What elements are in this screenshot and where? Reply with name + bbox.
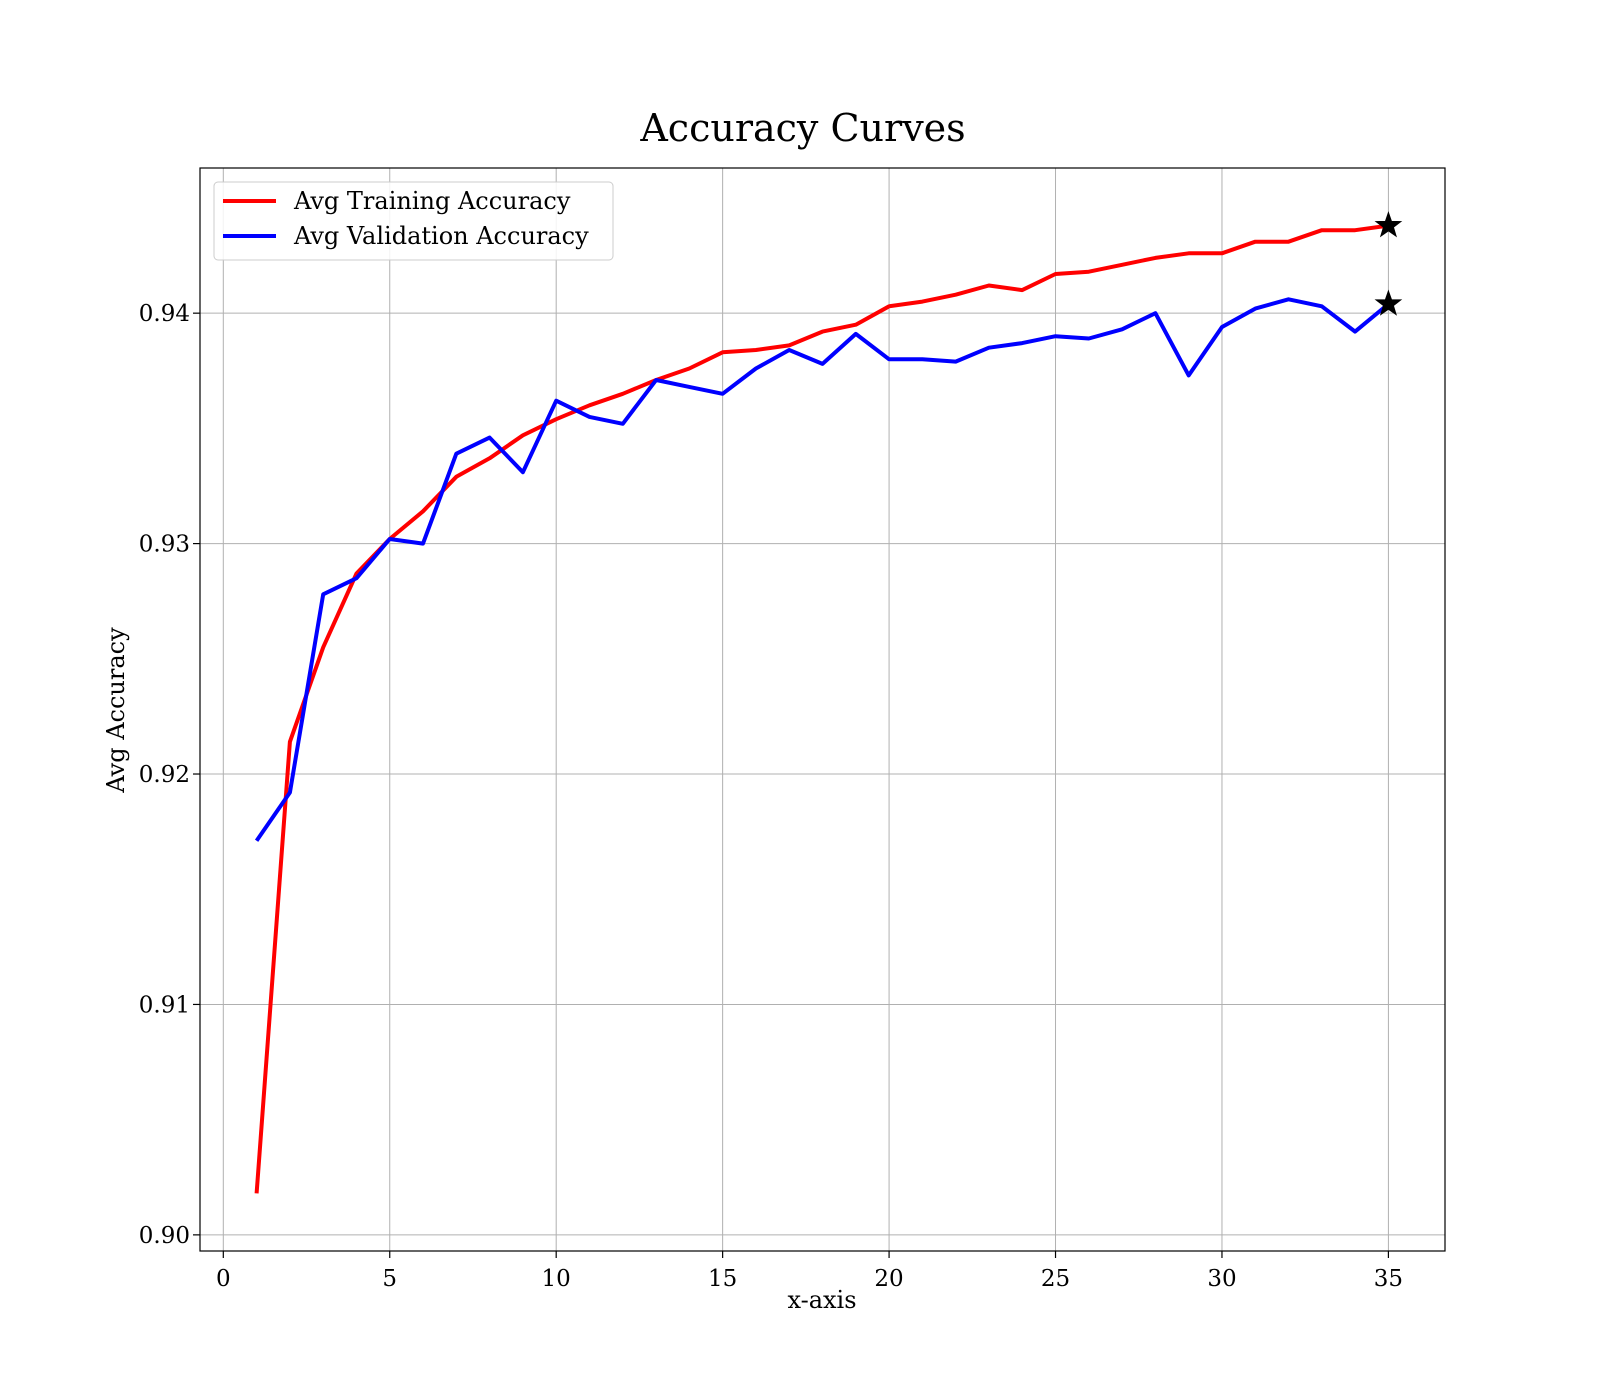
y-tick-label-1: 0.91	[139, 992, 190, 1018]
x-axis-label: x-axis	[787, 1286, 856, 1314]
y-tick-label-4: 0.94	[139, 301, 190, 327]
x-tick-label-35: 35	[1374, 1266, 1403, 1292]
legend-label-validation: Avg Validation Accuracy	[293, 222, 589, 250]
series-line-validation	[254, 297, 1390, 842]
plot-frame	[199, 167, 1446, 1252]
series-line-training	[254, 223, 1389, 1194]
x-tick-label-25: 25	[1041, 1266, 1070, 1292]
series-lines	[254, 223, 1390, 1194]
x-tick-label-10: 10	[542, 1266, 571, 1292]
legend-box	[213, 181, 614, 261]
legend-label-training: Avg Training Accuracy	[293, 187, 571, 215]
chart-title: Accuracy Curves	[639, 106, 965, 150]
x-tick-label-20: 20	[874, 1266, 903, 1292]
y-ticks: 0.90 0.91 0.92 0.93 0.94	[139, 301, 200, 1249]
y-axis-label: Avg Accuracy	[102, 627, 130, 794]
best-marker-validation	[1374, 289, 1403, 316]
legend: Avg Training Accuracy Avg Validation Acc…	[213, 181, 614, 261]
x-tick-label-30: 30	[1207, 1266, 1236, 1292]
x-ticks: 0 5 10 15 20 25 30 35	[216, 1251, 1403, 1292]
y-tick-label-3: 0.93	[139, 532, 190, 558]
grid-lines	[200, 168, 1445, 1251]
best-marker-training	[1374, 211, 1403, 238]
best-markers	[1374, 211, 1403, 316]
y-tick-label-2: 0.92	[139, 762, 190, 788]
x-tick-label-15: 15	[708, 1266, 737, 1292]
x-tick-label-0: 0	[216, 1266, 231, 1292]
y-tick-label-0: 0.90	[139, 1223, 190, 1249]
x-tick-label-5: 5	[382, 1266, 397, 1292]
